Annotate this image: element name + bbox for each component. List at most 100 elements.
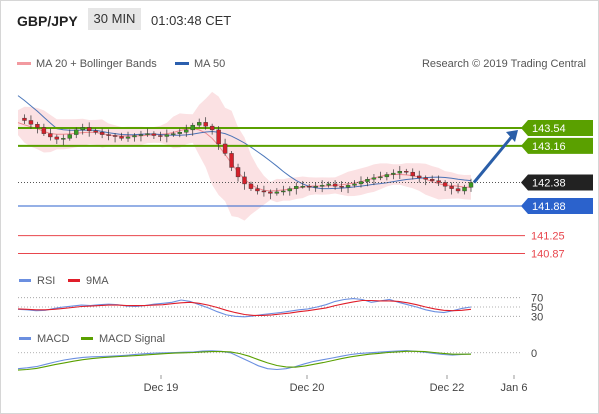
candle-body — [287, 188, 292, 192]
candle-body — [41, 127, 47, 134]
macd-series-0 — [17, 349, 472, 371]
timeframe-badge[interactable]: 30 MIN — [88, 8, 141, 30]
rsi-tick-label: 30 — [531, 311, 543, 323]
level-label: 143.16 — [532, 141, 566, 153]
ma20-legend-label: MA 20 + Bollinger Bands — [36, 58, 157, 70]
candle-body — [352, 183, 357, 186]
candle-body — [22, 117, 27, 121]
candle-body — [313, 186, 318, 188]
macd-series-1 — [17, 350, 471, 371]
rsi-ma-legend-swatch — [68, 279, 80, 282]
bollinger-bands — [18, 91, 471, 221]
candle-body — [119, 136, 124, 139]
candle-body — [345, 185, 351, 188]
candle-body — [28, 120, 34, 125]
rsi-legend-swatch — [19, 279, 31, 282]
currency-pair-title: GBP/JPY — [17, 13, 78, 29]
candle-body — [371, 177, 377, 180]
candle-body — [255, 188, 260, 192]
candle-body — [339, 186, 344, 188]
candle-body — [125, 136, 131, 139]
ma50-line — [17, 95, 472, 190]
candle-body — [404, 171, 409, 173]
ma50-legend-label: MA 50 — [194, 58, 225, 70]
price-levels: 143.54 143.16 142.38 141.88 141.25 140.87 — [18, 120, 593, 260]
candle-body — [319, 185, 325, 187]
x-tick-label: Dec 20 — [290, 382, 325, 394]
candle-body — [307, 186, 312, 188]
x-axis: Dec 19 Dec 20 Dec 22 Jan 6 — [144, 375, 528, 394]
candle-body — [158, 135, 163, 137]
candle-body — [86, 127, 92, 132]
candle-body — [294, 186, 299, 189]
rsi-legend-label: RSI — [37, 275, 55, 287]
macd-legend-swatch — [19, 337, 31, 340]
macd-signal-legend-label: MACD Signal — [99, 333, 165, 345]
candle-body — [151, 133, 157, 136]
candle-body — [300, 186, 305, 188]
candle-body — [61, 138, 66, 140]
candle-body — [242, 176, 247, 185]
candle-body — [268, 191, 273, 194]
candle-body — [358, 181, 364, 185]
candle-body — [106, 134, 111, 136]
candle-body — [365, 179, 370, 182]
candle-body — [429, 179, 435, 181]
candle-body — [48, 133, 53, 138]
candle-body — [164, 134, 170, 137]
level-label: 142.38 — [532, 178, 566, 190]
candle-body — [132, 135, 137, 138]
candle-body — [378, 176, 383, 179]
level-tag — [521, 120, 593, 136]
candle-body — [35, 124, 40, 128]
macd-tick-label: 0 — [531, 348, 537, 360]
candle-body — [326, 183, 331, 186]
macd-signal-legend-swatch — [81, 337, 93, 340]
credit-label: Research © 2019 Trading Central — [422, 58, 586, 70]
x-tick-label: Dec 19 — [144, 382, 179, 394]
x-tick-label: Jan 6 — [501, 382, 528, 394]
arrow-head — [506, 130, 518, 142]
candle-body — [54, 136, 60, 140]
candle-body — [462, 187, 467, 192]
candle-body — [410, 171, 415, 177]
rsi-tick-label: 70 — [531, 293, 543, 305]
arrow-shaft — [472, 133, 516, 184]
candle-body — [235, 167, 241, 178]
candle-body — [67, 134, 72, 139]
candle-body — [449, 186, 454, 189]
macd-panel: 0 — [17, 348, 537, 371]
candle-body — [436, 180, 441, 183]
rsi-tick-label: 50 — [531, 302, 543, 314]
candle-body — [138, 134, 144, 136]
candle-body — [196, 122, 202, 126]
candle-body — [203, 122, 208, 127]
candle-body — [248, 183, 254, 189]
level-tag — [521, 174, 593, 191]
candle-body — [171, 133, 176, 135]
candle-body — [391, 172, 396, 175]
ma20-legend-swatch — [17, 62, 31, 65]
timestamp: 01:03:48 CET — [151, 13, 232, 28]
forecast-arrow — [472, 130, 518, 184]
candle-body — [332, 183, 338, 187]
bollinger-band-area — [18, 91, 471, 221]
ma50-legend-swatch — [175, 62, 189, 65]
level-label: 141.25 — [531, 231, 565, 243]
candle-body — [281, 190, 286, 193]
candle-body — [423, 177, 428, 180]
rsi-series-1 — [17, 299, 472, 316]
candle-body — [222, 143, 228, 154]
candle-body — [209, 125, 215, 131]
candles — [22, 114, 474, 200]
chart-header: GBP/JPY 30 MIN 01:03:48 CET — [1, 1, 598, 37]
candle-body — [93, 130, 98, 133]
candle-body — [261, 190, 267, 193]
candle-body — [80, 127, 85, 131]
candle-body — [468, 182, 474, 188]
candle-body — [397, 171, 403, 174]
level-label: 141.88 — [532, 201, 566, 213]
candle-body — [99, 132, 105, 135]
